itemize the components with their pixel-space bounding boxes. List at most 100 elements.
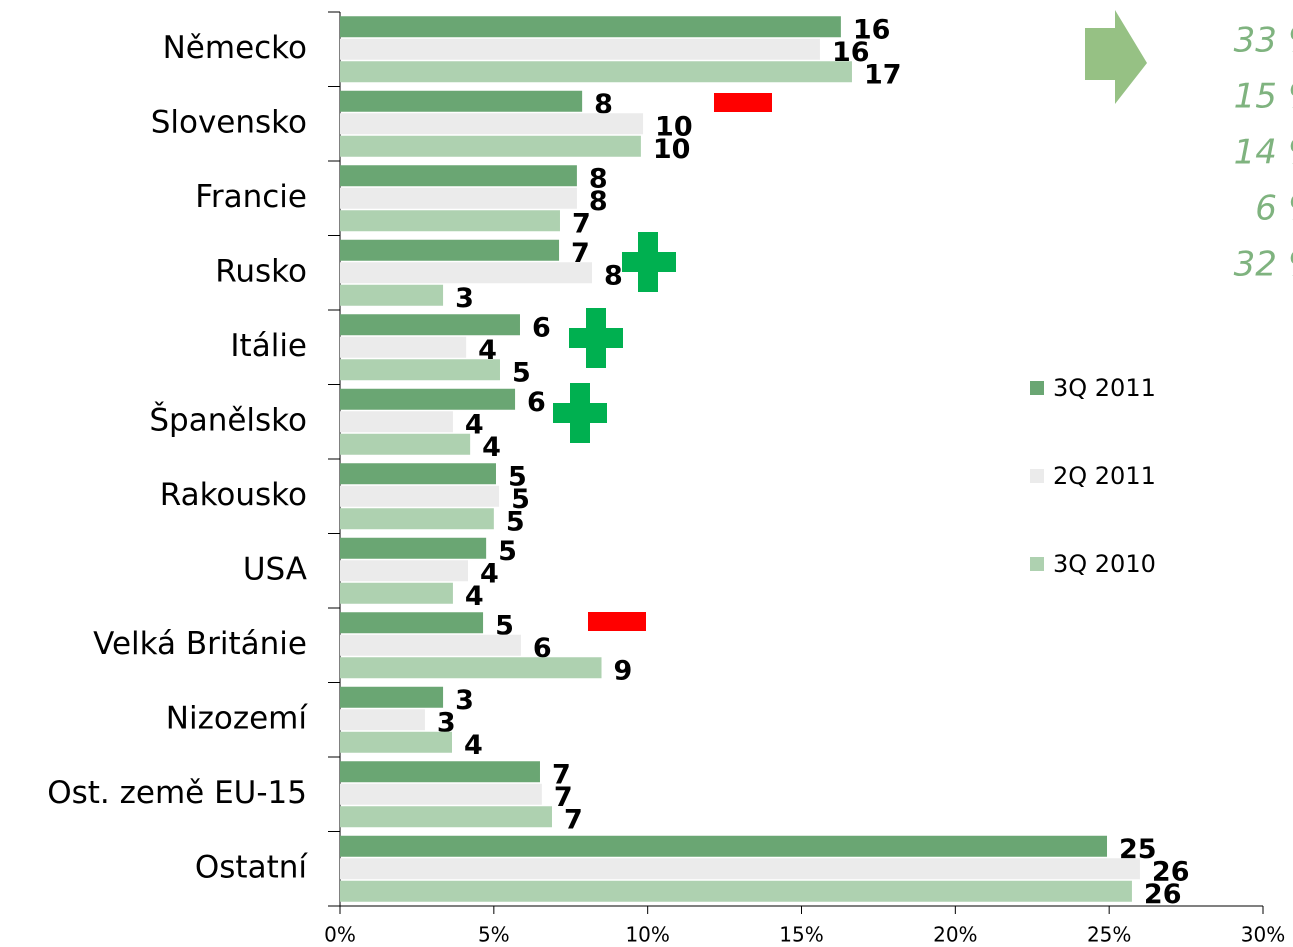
annotation: 32 %	[1234, 245, 1293, 285]
bar	[340, 314, 520, 336]
bar	[340, 463, 496, 485]
value-label: 17	[864, 59, 902, 90]
bar	[340, 761, 540, 783]
bar	[340, 90, 583, 112]
bar	[340, 262, 592, 284]
category-label: Rusko	[215, 253, 307, 289]
legend-label: 3Q 2011	[1053, 374, 1156, 402]
x-tick-label: 5%	[478, 923, 510, 947]
bar	[340, 858, 1140, 880]
bar	[340, 731, 452, 753]
bar	[340, 38, 820, 60]
bar	[340, 582, 453, 604]
legend-label: 3Q 2010	[1053, 550, 1156, 578]
value-label: 6	[527, 387, 546, 418]
category-label: Francie	[195, 179, 307, 215]
legend-swatch	[1030, 557, 1044, 571]
value-label: 5	[508, 461, 527, 492]
category-label: Španělsko	[149, 401, 307, 438]
category-label: Slovensko	[151, 104, 307, 140]
value-label: 10	[655, 111, 693, 142]
bar	[340, 508, 494, 530]
value-label: 4	[482, 432, 501, 463]
bar	[340, 16, 841, 38]
value-label: 6	[533, 633, 552, 664]
value-label: 4	[465, 409, 484, 440]
plus-icon	[553, 383, 607, 443]
value-label: 5	[512, 357, 531, 388]
value-label: 3	[437, 707, 456, 738]
legend-label: 2Q 2011	[1053, 462, 1156, 490]
minus-icon	[714, 93, 772, 112]
category-label: Itálie	[230, 328, 307, 364]
value-label: 4	[478, 335, 497, 366]
arrow-icon	[1085, 10, 1147, 104]
bar	[340, 686, 444, 708]
category-label: Velká Británie	[93, 626, 307, 662]
value-label: 4	[465, 581, 484, 612]
value-label: 8	[604, 260, 623, 291]
category-label: Ost. země EU-15	[47, 775, 307, 811]
value-label: 8	[589, 163, 608, 194]
annotation: 33 %	[1234, 21, 1293, 61]
bar	[340, 560, 468, 582]
bar	[340, 612, 484, 634]
annotation: 6 %	[1255, 189, 1293, 229]
legend-swatch	[1030, 469, 1044, 483]
bar	[340, 485, 500, 507]
value-label: 8	[589, 186, 608, 217]
plus-icon	[569, 308, 623, 368]
value-label: 5	[495, 610, 514, 641]
bar	[340, 210, 560, 232]
bar	[340, 187, 577, 209]
value-label: 7	[572, 208, 591, 239]
value-label: 26	[1144, 879, 1182, 910]
bar	[340, 359, 500, 381]
bar	[340, 783, 542, 805]
bar	[340, 336, 467, 358]
bar	[340, 835, 1108, 857]
value-label: 4	[480, 558, 499, 589]
value-label: 26	[1152, 856, 1190, 887]
value-label: 8	[594, 89, 613, 120]
category-label: USA	[243, 551, 307, 587]
value-label: 9	[614, 655, 633, 686]
annotation: 15 %	[1234, 77, 1293, 117]
bar	[340, 806, 552, 828]
value-label: 7	[552, 759, 571, 790]
bar	[340, 284, 444, 306]
x-tick-label: 15%	[779, 923, 823, 947]
bar	[340, 239, 560, 261]
x-tick-label: 20%	[933, 923, 977, 947]
bar	[340, 537, 487, 559]
bar	[340, 61, 852, 83]
value-label: 5	[506, 506, 525, 537]
bar	[340, 113, 644, 135]
annotation: 14 %	[1234, 133, 1293, 173]
value-label: 7	[554, 782, 573, 813]
bar	[340, 388, 516, 410]
value-label: 7	[564, 804, 583, 835]
x-tick-label: 25%	[1087, 923, 1131, 947]
value-label: 5	[511, 484, 530, 515]
value-label: 6	[532, 312, 551, 343]
bar	[340, 657, 602, 679]
category-label: Německo	[163, 30, 307, 66]
x-tick-label: 10%	[625, 923, 669, 947]
plus-icon	[622, 232, 676, 292]
category-label: Rakousko	[160, 477, 307, 513]
category-label: Nizozemí	[166, 700, 309, 736]
bar	[340, 135, 641, 157]
bar	[340, 165, 577, 187]
bar	[340, 880, 1132, 902]
minus-icon	[588, 612, 646, 631]
bar	[340, 433, 471, 455]
value-label: 5	[498, 536, 517, 567]
legend-swatch	[1030, 381, 1044, 395]
x-tick-label: 30%	[1241, 923, 1285, 947]
value-label: 3	[455, 685, 474, 716]
value-label: 7	[571, 238, 590, 269]
value-label: 16	[853, 14, 891, 45]
bar	[340, 634, 521, 656]
